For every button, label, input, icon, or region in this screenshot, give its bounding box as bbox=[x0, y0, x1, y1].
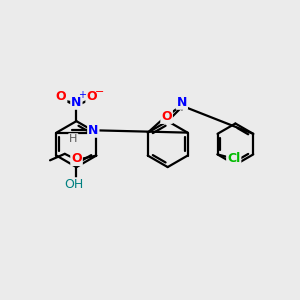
Text: N: N bbox=[71, 96, 82, 109]
Text: O: O bbox=[161, 110, 172, 123]
Text: −: − bbox=[95, 87, 105, 97]
Text: +: + bbox=[78, 90, 86, 100]
Text: O: O bbox=[56, 91, 66, 103]
Text: Cl: Cl bbox=[227, 152, 240, 165]
Text: N: N bbox=[177, 96, 187, 109]
Text: N: N bbox=[88, 124, 98, 137]
Text: OH: OH bbox=[64, 178, 83, 191]
Text: H: H bbox=[69, 134, 77, 144]
Text: O: O bbox=[71, 152, 82, 165]
Text: O: O bbox=[86, 91, 97, 103]
